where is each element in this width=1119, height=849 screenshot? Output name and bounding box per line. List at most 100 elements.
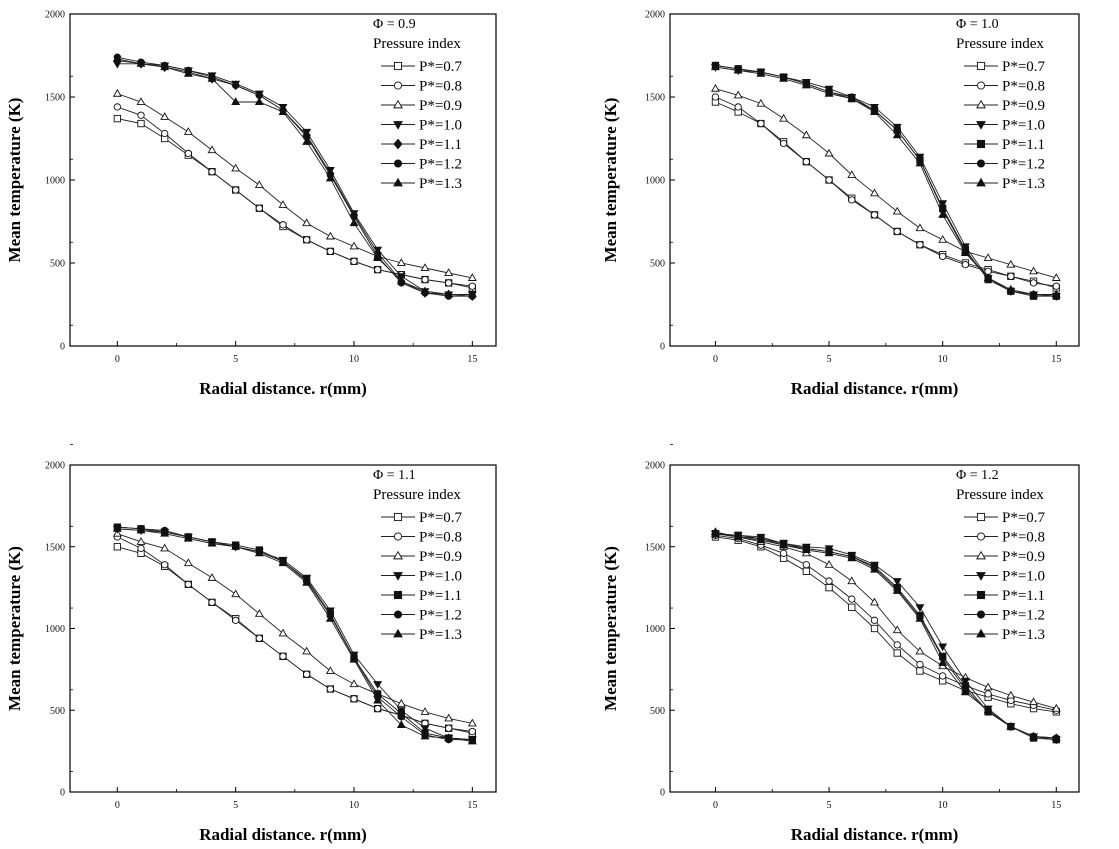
data-point xyxy=(848,595,856,603)
data-point xyxy=(208,168,216,176)
data-point xyxy=(870,597,879,606)
data-point xyxy=(756,535,766,544)
data-point xyxy=(302,646,312,655)
x-tick-label: 5 xyxy=(233,800,238,811)
data-point xyxy=(1029,731,1039,740)
data-point xyxy=(183,533,193,542)
x-tick-label: 10 xyxy=(938,354,948,365)
data-point xyxy=(847,553,857,562)
data-point xyxy=(825,583,833,592)
data-point xyxy=(373,695,383,704)
data-point xyxy=(231,589,241,598)
series-line xyxy=(117,93,473,279)
legend-entry: P*=1.3 xyxy=(1002,627,1045,643)
data-point xyxy=(396,720,406,728)
data-point xyxy=(420,725,430,733)
series-line xyxy=(715,536,1057,713)
data-point xyxy=(983,705,993,714)
x-tick-label: 10 xyxy=(938,800,948,811)
legend-entry: P*=1.2 xyxy=(1002,157,1045,173)
data-point xyxy=(779,113,789,122)
y-tick-label: 1000 xyxy=(645,176,665,187)
legend-entry: P*=1.1 xyxy=(419,137,462,153)
legend-entry: P*=1.0 xyxy=(419,569,462,585)
data-point xyxy=(232,186,240,194)
data-point xyxy=(1051,703,1061,712)
y-tick-label: 500 xyxy=(650,706,665,717)
data-point xyxy=(183,69,193,77)
data-point xyxy=(303,236,311,244)
data-point xyxy=(892,206,902,215)
data-point xyxy=(983,273,993,281)
data-point xyxy=(710,527,720,536)
series-line xyxy=(715,533,1057,710)
data-point xyxy=(802,567,810,575)
y-tick-label: 1000 xyxy=(45,624,65,635)
data-point xyxy=(892,586,902,594)
data-point xyxy=(733,532,743,540)
legend-marker xyxy=(976,628,986,638)
chart-panel-4: 0 500 1000 1500 2000 0 5 10 15 Radial distance. r… xyxy=(601,444,1080,844)
data-point xyxy=(916,660,924,669)
data-point xyxy=(960,677,970,686)
y-tick-label: 1500 xyxy=(45,93,65,104)
data-point xyxy=(1052,282,1060,290)
legend-marker xyxy=(976,121,986,130)
data-point xyxy=(802,561,810,569)
data-point xyxy=(207,573,217,581)
x-tick-label: 10 xyxy=(349,354,359,365)
data-point xyxy=(374,265,382,274)
data-point xyxy=(421,275,429,284)
x-tick-label: 15 xyxy=(467,354,477,365)
series-line xyxy=(117,58,473,295)
data-point xyxy=(232,81,240,90)
data-point xyxy=(824,148,834,157)
data-point xyxy=(961,261,970,269)
panel-phi-label: Φ = 0.9 xyxy=(373,17,416,32)
data-point xyxy=(160,528,170,537)
data-point xyxy=(160,62,170,71)
data-point xyxy=(467,273,477,281)
data-point xyxy=(112,524,122,532)
series-P*=1.3 xyxy=(710,62,1061,298)
data-point xyxy=(847,576,857,585)
data-point xyxy=(136,537,146,545)
data-point xyxy=(848,196,856,204)
data-point xyxy=(349,654,359,663)
data-point xyxy=(757,119,765,128)
x-axis-label: Radial distance. r(mm) xyxy=(199,379,367,398)
data-point xyxy=(326,685,334,693)
data-point xyxy=(1029,279,1038,287)
data-point xyxy=(801,80,811,89)
data-point xyxy=(207,538,217,547)
y-tick-label: 500 xyxy=(50,706,65,717)
data-point xyxy=(801,130,811,139)
data-point xyxy=(137,544,145,553)
data-point xyxy=(302,137,312,145)
data-point xyxy=(396,276,406,285)
data-point xyxy=(984,690,992,698)
y-axis-label: Mean temperature (K) xyxy=(5,546,24,711)
series-line xyxy=(117,60,473,297)
y-tick-label: 500 xyxy=(650,259,665,270)
series-P*=0.9 xyxy=(112,528,477,727)
data-point xyxy=(915,223,925,232)
data-point xyxy=(207,145,217,154)
legend-entry: P*=1.0 xyxy=(1002,118,1045,134)
data-point xyxy=(183,127,193,135)
legend-marker xyxy=(393,572,403,581)
data-point xyxy=(445,724,453,732)
legend-marker xyxy=(393,177,403,187)
series-P*=1.3 xyxy=(112,54,477,298)
data-point xyxy=(734,103,742,111)
legend-marker xyxy=(393,532,403,541)
data-point xyxy=(711,93,720,101)
data-point xyxy=(870,211,879,219)
data-point xyxy=(325,613,335,622)
legend-marker xyxy=(976,550,986,560)
data-point xyxy=(824,559,834,568)
data-point xyxy=(915,646,925,655)
data-point xyxy=(468,282,476,290)
legend-entry: P*=0.7 xyxy=(1002,510,1046,526)
legend-entry: P*=1.1 xyxy=(1002,588,1045,604)
